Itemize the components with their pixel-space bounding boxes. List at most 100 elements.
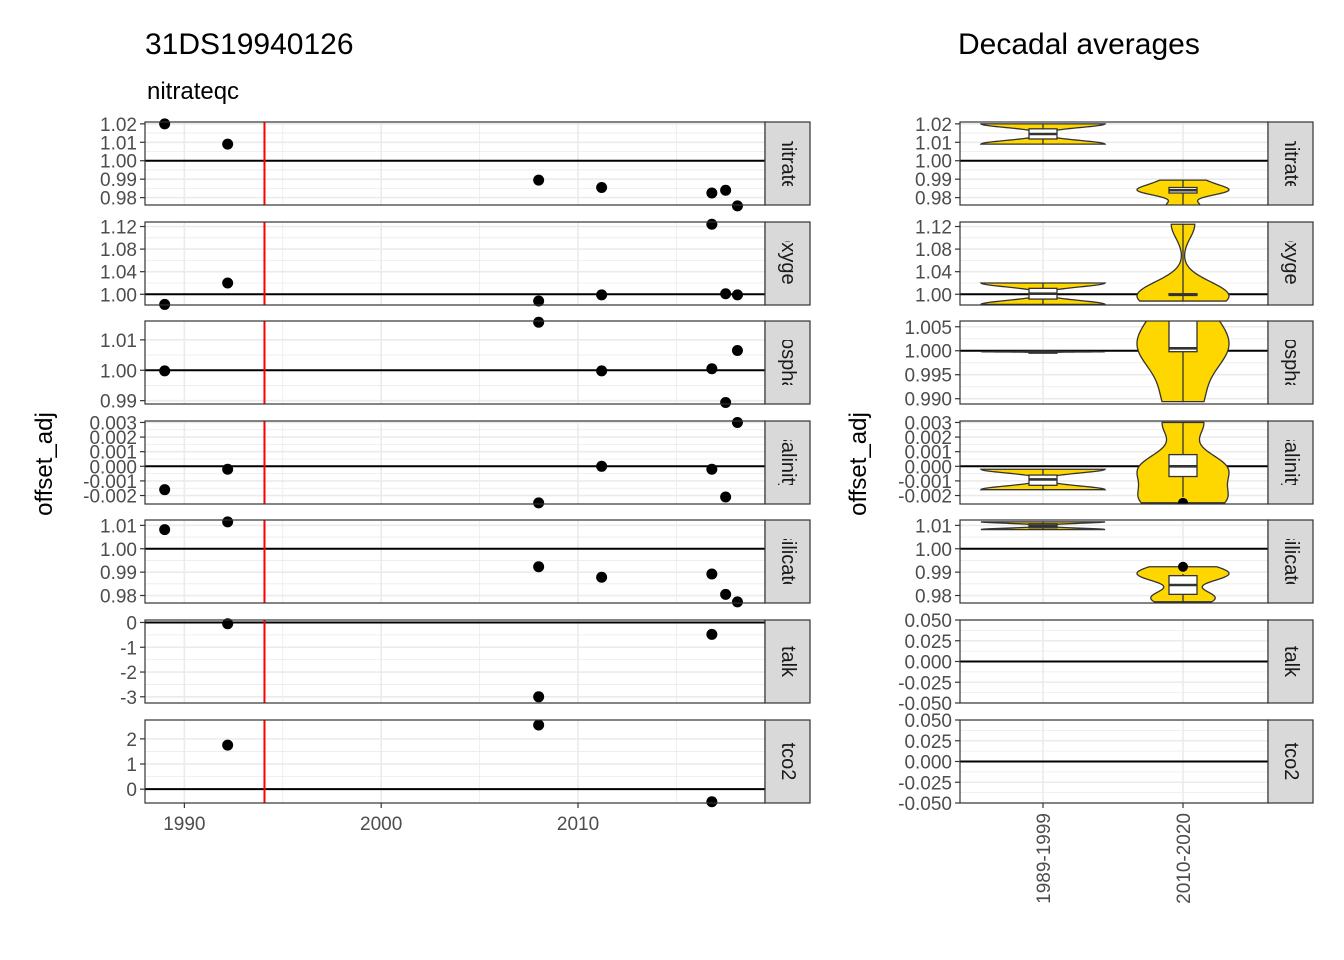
x-tick-label: 1990 xyxy=(163,814,205,835)
facet-strip xyxy=(1267,619,1314,704)
y-tick-label: -0.025 xyxy=(898,673,952,694)
panel-background xyxy=(145,520,765,603)
facet-strip-label-oxygen: oxygen xyxy=(777,231,799,296)
data-point xyxy=(720,288,732,300)
data-point xyxy=(533,561,545,573)
data-point xyxy=(222,138,234,150)
y-tick-label: 1.00 xyxy=(100,152,137,173)
category-label-2010-2020: 2010-2020 xyxy=(1174,813,1195,904)
y-tick-label: -0.002 xyxy=(83,487,137,508)
right-title: Decadal averages xyxy=(958,28,1200,61)
data-point xyxy=(720,491,732,503)
facet-strip xyxy=(764,619,811,704)
outlier-point xyxy=(1178,561,1188,572)
y-tick-label: 0.000 xyxy=(904,457,952,478)
left-panel-talk: 0 -1 -2 -3 talk xyxy=(120,613,811,709)
data-point xyxy=(533,295,545,307)
facet-strip xyxy=(1267,719,1314,804)
y-tick-label: 0.995 xyxy=(904,366,952,387)
y-tick-label: 1.01 xyxy=(100,516,137,537)
data-point xyxy=(159,524,171,536)
panel-plot-area xyxy=(960,720,1268,803)
y-tick-label: 0.98 xyxy=(915,189,952,210)
left-panel-silicate: 1.01 1.000.99 0.98 silicate xyxy=(100,516,811,608)
data-point xyxy=(222,463,234,475)
panel-background xyxy=(145,222,765,305)
y-tick-label: 1.01 xyxy=(915,516,952,537)
y-tick-label: 1.00 xyxy=(915,152,952,173)
data-point xyxy=(159,118,171,130)
facet-panels: 1.021.011.000.990.98nitrate1.121.081.041… xyxy=(83,115,1314,904)
data-point xyxy=(706,628,718,640)
panel-plot-area xyxy=(145,222,765,305)
y-tick-label: 0.003 xyxy=(904,413,952,434)
panel-background xyxy=(145,620,765,703)
data-point xyxy=(720,396,732,408)
panel-plot-area xyxy=(145,520,765,603)
left-panel-phosphate: 1.01 1.00 0.99 phosphate xyxy=(100,316,811,413)
data-point xyxy=(596,460,608,472)
category-label-1989-1999: 1989-1999 xyxy=(1034,813,1055,904)
data-point xyxy=(706,568,718,580)
data-point xyxy=(731,344,743,356)
facet-strip xyxy=(764,121,811,206)
data-point xyxy=(706,363,718,375)
data-point xyxy=(159,484,171,496)
data-point xyxy=(596,571,608,583)
y-tick-label: -0.001 xyxy=(83,472,137,493)
facet-strip-label-tco2: tco2 xyxy=(1280,743,1302,781)
y-tick-label: -0.050 xyxy=(898,794,952,815)
facet-strip xyxy=(764,519,811,604)
y-tick-label: 1.00 xyxy=(915,540,952,561)
facet-strip-label-phosphate: phosphate xyxy=(1280,316,1302,409)
facet-strip-label-silicate: silicate xyxy=(777,531,799,592)
facet-strip xyxy=(1267,320,1314,405)
y-tick-label: 0.001 xyxy=(904,443,952,464)
y-tick-label: 0.002 xyxy=(89,428,137,449)
y-tick-label: 0.003 xyxy=(89,413,137,434)
y-tick-label: 1.02 xyxy=(100,115,137,136)
y-tick-label: 1.01 xyxy=(915,133,952,154)
facet-strip-label-nitrate: nitrate xyxy=(777,136,799,192)
y-tick-label: 1.08 xyxy=(915,240,952,261)
facet-strip xyxy=(764,719,811,804)
y-tick-label: -0.002 xyxy=(898,487,952,508)
left-y-axis-label: offset_adj xyxy=(31,412,58,516)
facet-strip xyxy=(1267,519,1314,604)
data-point xyxy=(706,463,718,475)
y-tick-label: 0.99 xyxy=(915,170,952,191)
x-tick-label: 2000 xyxy=(360,814,402,835)
y-tick-label: 0.990 xyxy=(904,390,952,411)
data-point xyxy=(533,691,545,703)
panel-background xyxy=(145,321,765,404)
panel-plot-area xyxy=(960,620,1268,703)
y-tick-label: 0.000 xyxy=(904,753,952,774)
right-panel-silicate: 1.01 1.000.99 0.98 silicate xyxy=(915,516,1314,608)
data-point xyxy=(731,416,743,428)
y-tick-label: 1.02 xyxy=(915,115,952,136)
y-tick-label: 0 xyxy=(126,613,137,634)
right-panel-nitrate: 1.021.011.000.990.98 nitrate xyxy=(915,115,1314,210)
panel-plot-area xyxy=(145,122,765,205)
facet-strip xyxy=(1267,420,1314,505)
right-y-axis-label: offset_adj xyxy=(845,412,872,516)
panel-background xyxy=(145,720,765,803)
y-tick-label: 0.99 xyxy=(100,392,137,413)
facet-strip xyxy=(764,221,811,306)
outlier-point xyxy=(1178,497,1188,504)
y-tick-label: 0.98 xyxy=(915,587,952,608)
data-point xyxy=(731,289,743,301)
panel-plot-area xyxy=(960,222,1268,305)
left-panel-oxygen: 1.121.081.041.00 oxygen xyxy=(100,218,811,310)
facet-strip-label-salinity: salinity xyxy=(1280,432,1302,493)
y-tick-label: 0.002 xyxy=(904,428,952,449)
data-point xyxy=(596,181,608,193)
right-panel-oxygen: 1.121.081.041.00 oxygen xyxy=(915,218,1314,306)
panel-background xyxy=(145,122,765,205)
data-point xyxy=(159,365,171,377)
y-tick-label: 1.01 xyxy=(100,133,137,154)
